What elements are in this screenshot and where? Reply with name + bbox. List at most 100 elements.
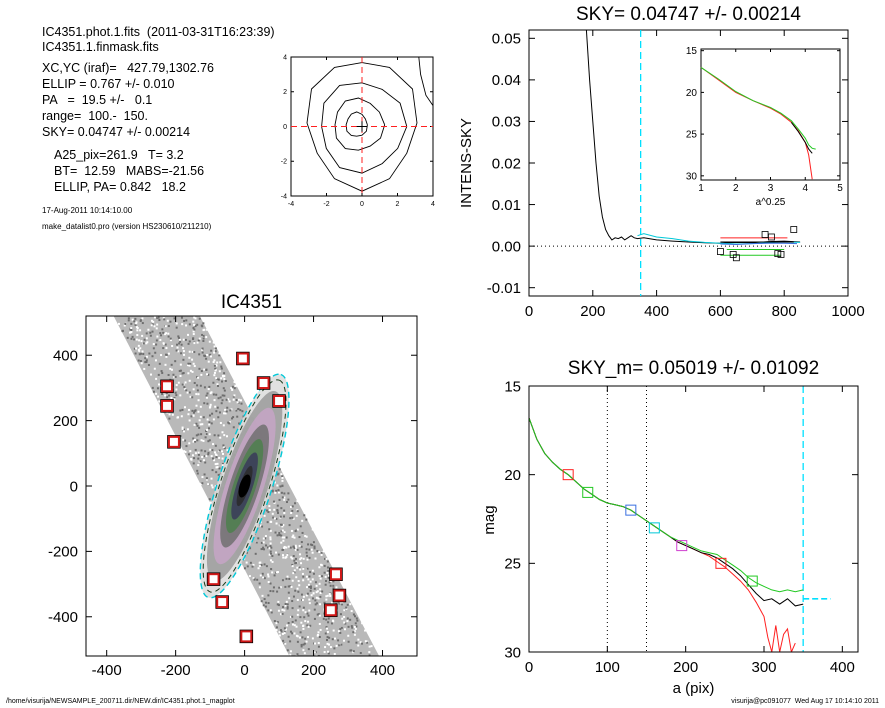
noise-speck [311, 551, 314, 554]
noise-speck [226, 406, 229, 409]
noise-speck [160, 354, 163, 357]
footer-user: visurija@pc091077 Wed Aug 17 10:14:10 20… [731, 698, 879, 705]
noise-speck [296, 528, 299, 531]
noise-speck [187, 413, 190, 416]
mask-box-inner [240, 630, 253, 643]
noise-speck [359, 641, 362, 644]
noise-speck [282, 556, 285, 559]
noise-speck [173, 317, 176, 320]
noise-speck [273, 481, 276, 484]
noise-speck [289, 640, 292, 643]
noise-speck [314, 642, 317, 645]
aperture-ellipse [199, 373, 290, 599]
noise-speck [361, 622, 364, 625]
noise-speck [201, 351, 204, 354]
noise-speck [298, 536, 301, 539]
noise-speck [290, 529, 293, 532]
noise-speck [145, 342, 148, 345]
noise-speck [318, 575, 321, 578]
noise-speck [263, 563, 266, 566]
noise-speck [312, 592, 315, 595]
noise-speck [277, 600, 280, 603]
noise-speck [194, 317, 197, 320]
noise-speck [231, 385, 234, 388]
noise-speck [201, 347, 204, 350]
noise-speck [281, 529, 284, 532]
noise-speck [187, 453, 190, 456]
mag-y-label: 30 [504, 644, 521, 661]
noise-speck [251, 565, 254, 568]
noise-speck [317, 641, 320, 644]
noise-speck [322, 617, 325, 620]
noise-speck [154, 359, 157, 362]
noise-speck [183, 386, 186, 389]
noise-speck [203, 402, 206, 405]
noise-speck [283, 546, 286, 549]
noise-speck [357, 644, 360, 647]
noise-speck [164, 363, 167, 366]
inset-x-label: 3 [768, 183, 774, 194]
mag-marker [648, 522, 660, 534]
noise-speck [260, 541, 263, 544]
contour-x-label: 4 [431, 201, 435, 208]
noise-speck [305, 640, 308, 643]
mag-marker [625, 504, 637, 516]
noise-speck [286, 606, 289, 609]
noise-speck [168, 413, 171, 416]
noise-speck [193, 316, 196, 319]
noise-speck [293, 559, 296, 562]
noise-speck [201, 482, 204, 485]
noise-speck [202, 339, 205, 342]
noise-speck [302, 575, 305, 578]
noise-speck [308, 556, 311, 559]
noise-speck [280, 491, 283, 494]
noise-speck [185, 445, 188, 448]
noise-speck [287, 622, 290, 625]
noise-speck [168, 417, 171, 420]
noise-speck [158, 319, 161, 322]
noise-speck [293, 536, 296, 539]
noise-speck [254, 552, 257, 555]
noise-speck [239, 409, 242, 412]
noise-speck [293, 632, 296, 635]
inset-series-green [700, 66, 816, 150]
noise-speck [273, 574, 276, 577]
noise-speck [328, 643, 331, 646]
noise-speck [186, 428, 189, 431]
noise-speck [281, 579, 284, 582]
noise-speck [318, 622, 321, 625]
noise-speck [196, 384, 199, 387]
noise-speck [246, 565, 249, 568]
noise-speck [307, 620, 310, 623]
noise-speck [273, 517, 276, 520]
header-a25: A25_pix=261.9 T= 3.2 [54, 148, 184, 162]
noise-speck [221, 394, 224, 397]
noise-speck [280, 473, 283, 476]
noise-speck [304, 637, 307, 640]
noise-speck [318, 614, 321, 617]
noise-speck [223, 372, 226, 375]
noise-speck [280, 523, 283, 526]
noise-speck [283, 545, 286, 548]
noise-speck [133, 347, 136, 350]
noise-speck [278, 531, 281, 534]
noise-speck [208, 498, 211, 501]
noise-speck [192, 411, 195, 414]
noise-speck [311, 528, 314, 531]
noise-speck [189, 450, 192, 453]
noise-speck [201, 325, 204, 328]
noise-speck [205, 430, 208, 433]
noise-speck [295, 654, 298, 656]
noise-speck [179, 374, 182, 377]
noise-speck [262, 576, 265, 579]
noise-speck [146, 341, 149, 344]
noise-speck [203, 455, 206, 458]
noise-speck [209, 448, 212, 451]
noise-speck [359, 652, 362, 655]
noise-speck [291, 607, 294, 610]
noise-speck [258, 564, 261, 567]
noise-speck [141, 322, 144, 325]
noise-speck [212, 393, 215, 396]
noise-speck [264, 537, 267, 540]
noise-speck [161, 392, 164, 395]
